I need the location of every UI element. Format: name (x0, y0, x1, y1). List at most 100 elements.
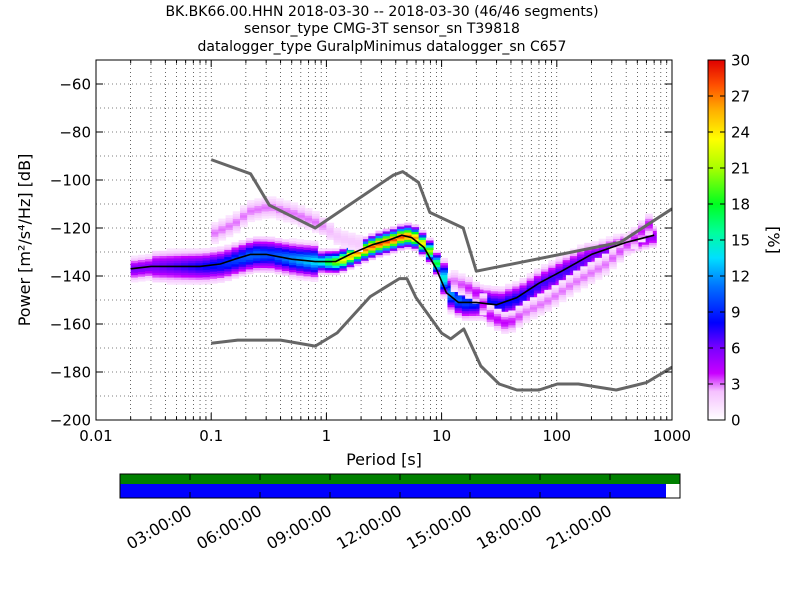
density-cell (609, 259, 617, 262)
x-tick-label: 1 (322, 427, 332, 445)
density-cell (254, 203, 263, 206)
density-cell (551, 301, 560, 305)
density-cell (397, 245, 405, 249)
density-cell (348, 237, 356, 241)
density-cell (404, 229, 412, 233)
density-cell (584, 242, 592, 246)
density-cell (152, 255, 160, 259)
density-cell (303, 266, 312, 270)
density-cell (253, 246, 261, 249)
density-cell (232, 225, 241, 229)
timeline-tick-label: 18:00:00 (473, 501, 545, 553)
density-cell (130, 265, 139, 268)
density-cell (548, 267, 556, 271)
density-cell (240, 205, 248, 209)
density-cell (479, 312, 488, 316)
density-cell (565, 279, 574, 283)
density-cell (493, 315, 502, 319)
density-cell (289, 245, 297, 249)
density-cell (240, 219, 248, 223)
density-cell (497, 303, 506, 306)
density-cell (541, 268, 549, 272)
density-cell (312, 218, 320, 222)
density-cell (544, 309, 553, 312)
density-cell (218, 225, 227, 229)
density-cell (490, 300, 499, 304)
density-cell (623, 245, 632, 249)
density-cell (274, 269, 283, 272)
density-cell (217, 253, 225, 257)
density-cell (245, 237, 254, 241)
density-cell (472, 296, 481, 299)
colorbar-ticks: 0 3 6 9 12 15 18 21 24 27 30 (708, 52, 750, 430)
chart-title-line-2: sensor_type CMG-3T sensor_sn T39818 (244, 21, 520, 37)
density-cell (591, 243, 600, 247)
density-cell (209, 268, 218, 272)
density-cell (493, 311, 502, 314)
density-cell (598, 250, 607, 254)
high-noise-model-line (210, 158, 672, 273)
density-cell (361, 243, 369, 247)
density-cell (297, 207, 306, 211)
density-cell (333, 232, 342, 236)
density-cell (245, 259, 254, 263)
density-cell (217, 251, 225, 254)
density-cell (188, 279, 196, 283)
density-cell (339, 260, 348, 264)
density-cell (450, 277, 459, 280)
density-cell (261, 206, 270, 210)
density-cell (454, 298, 463, 302)
density-cell (573, 282, 581, 286)
density-cell (389, 248, 398, 251)
density-cell (181, 253, 189, 256)
density-cell (533, 273, 542, 277)
density-cell (296, 272, 304, 276)
density-cell (450, 289, 459, 292)
density-cell (303, 244, 312, 248)
density-cell (267, 265, 276, 269)
density-cell (247, 209, 255, 213)
density-cell (260, 262, 268, 266)
density-cell (573, 275, 581, 279)
density-cell (515, 305, 524, 309)
density-cell (353, 253, 362, 257)
density-cell (476, 284, 484, 288)
density-cell (166, 272, 175, 276)
density-cell (283, 202, 291, 206)
density-cell (231, 261, 240, 265)
density-cell (529, 304, 538, 308)
density-cell (562, 254, 571, 258)
density-cell (245, 271, 254, 275)
density-cell (418, 253, 427, 257)
density-cell (490, 298, 499, 301)
density-cell (483, 294, 492, 298)
density-cell (382, 250, 391, 254)
density-cell (490, 293, 499, 297)
density-cell (397, 240, 405, 244)
density-cell (505, 293, 513, 297)
density-cell (268, 210, 277, 214)
density-cell (209, 278, 218, 282)
density-cell (312, 213, 320, 217)
density-cell (440, 279, 448, 283)
density-cell (340, 230, 349, 234)
density-cell (479, 305, 488, 309)
density-cell (472, 291, 481, 295)
density-cell (245, 254, 254, 258)
density-cell (240, 210, 248, 213)
density-cell (580, 266, 589, 270)
density-cell (454, 305, 463, 309)
density-cell (623, 238, 632, 242)
density-cell (346, 259, 355, 263)
density-cell (333, 227, 342, 231)
density-cell (188, 248, 196, 252)
density-cell (411, 224, 420, 228)
density-cell (195, 270, 204, 273)
density-cell (447, 311, 456, 315)
density-cell (505, 290, 513, 294)
density-cell (310, 255, 319, 258)
density-cell (529, 314, 538, 317)
density-cell (274, 245, 283, 248)
density-cell (247, 207, 255, 211)
density-cell (281, 258, 290, 262)
